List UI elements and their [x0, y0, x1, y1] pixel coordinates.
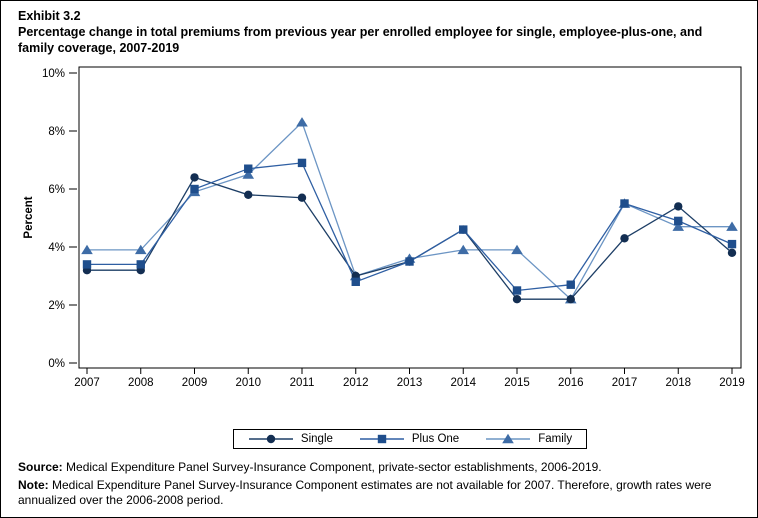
svg-text:2010: 2010 — [235, 377, 261, 389]
y-axis-title: Percent — [23, 196, 35, 238]
legend-label-family: Family — [538, 433, 573, 445]
legend-item-single: Single — [248, 433, 333, 445]
note-label: Note: — [18, 477, 49, 492]
plot-border — [78, 66, 742, 369]
y-axis: 0% 2% 4% 6% 8% 10% Percent — [23, 68, 77, 370]
legend-item-family: Family — [485, 433, 572, 445]
note-text: Medical Expenditure Panel Survey-Insuran… — [18, 477, 712, 508]
plus-one-square-marker-icon — [359, 434, 404, 444]
svg-text:2009: 2009 — [182, 377, 208, 389]
chart-title: Percentage change in total premiums from… — [18, 25, 703, 55]
x-axis: 2007 2008 2009 2010 2011 2012 2013 2014 2015 2016… — [74, 368, 745, 389]
svg-text:2007: 2007 — [74, 377, 100, 389]
svg-text:2016: 2016 — [558, 377, 584, 389]
method-note: Note: Medical Expenditure Panel Survey-I… — [18, 478, 753, 509]
series-markers-plus-one — [82, 158, 737, 295]
source-note: Source: Medical Expenditure Panel Survey… — [18, 460, 753, 476]
svg-text:2008: 2008 — [128, 377, 154, 389]
series-markers-single — [82, 173, 737, 304]
svg-text:2014: 2014 — [450, 377, 476, 389]
source-label: Source: — [18, 460, 63, 474]
svg-text:8%: 8% — [48, 126, 65, 138]
exhibit-number: Exhibit 3.2 — [18, 9, 81, 23]
family-triangle-marker-icon — [486, 433, 531, 444]
svg-text:2012: 2012 — [343, 377, 369, 389]
svg-text:0%: 0% — [48, 358, 65, 370]
svg-text:2%: 2% — [48, 300, 65, 312]
svg-text:2019: 2019 — [719, 377, 745, 389]
source-text: Medical Expenditure Panel Survey-Insuran… — [62, 460, 602, 474]
svg-text:10%: 10% — [42, 68, 65, 80]
header: Exhibit 3.2 Percentage change in total p… — [18, 8, 736, 56]
legend: Single Plus One Family — [232, 429, 588, 449]
line-chart: 0% 2% 4% 6% 8% 10% Percent 2007 2008 2009 2010 2011… — [23, 66, 745, 389]
svg-text:2017: 2017 — [612, 377, 638, 389]
series-line-plus-one — [87, 162, 733, 292]
footnotes: Source: Medical Expenditure Panel Survey… — [18, 460, 753, 511]
svg-text:2013: 2013 — [397, 377, 423, 389]
legend-label-single: Single — [300, 433, 333, 445]
legend-row: Single Plus One Family — [79, 429, 741, 449]
svg-text:4%: 4% — [48, 242, 65, 254]
series-line-family — [87, 121, 732, 301]
svg-text:2011: 2011 — [290, 377, 315, 389]
svg-text:2018: 2018 — [665, 377, 691, 389]
single-circle-marker-icon — [248, 434, 293, 444]
legend-item-plus-one: Plus One — [359, 433, 459, 445]
svg-text:2015: 2015 — [504, 377, 530, 389]
legend-label-plus-one: Plus One — [411, 433, 460, 445]
svg-text:6%: 6% — [48, 184, 65, 196]
series-line-single — [87, 176, 733, 300]
